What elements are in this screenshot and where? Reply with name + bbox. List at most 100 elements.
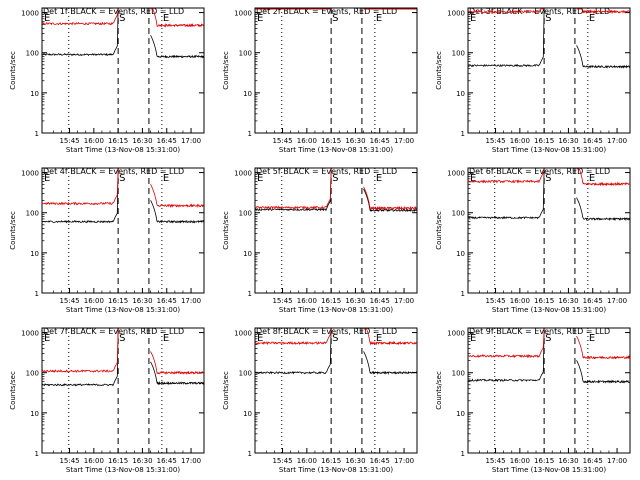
series-events-line-post [363, 351, 417, 375]
chart-panel-3: Det 3f BLACK = Events, RED = LLD11010010… [435, 7, 631, 154]
series-lld-line-post [150, 8, 205, 28]
marker-s-label: S [545, 13, 551, 24]
plot-frame [254, 7, 418, 134]
y-tick-label: 1000 [234, 170, 252, 178]
x-tick-label: 15:45 [485, 137, 505, 145]
plot-frame [467, 167, 631, 294]
x-tick-label: 15:45 [59, 297, 79, 305]
x-tick-label: 16:30 [345, 137, 365, 145]
x-tick-label: 16:30 [132, 457, 152, 465]
y-tick-label: 100 [26, 370, 39, 378]
series-events-line-post [576, 45, 630, 69]
y-tick-label: 1000 [21, 330, 39, 338]
plot-frame [254, 327, 418, 454]
y-tick-label: 1000 [21, 170, 39, 178]
x-tick-label: 17:00 [181, 297, 201, 305]
x-tick-label: 16:15 [108, 297, 128, 305]
series-lld-line-post [576, 8, 630, 15]
x-tick-label: 17:00 [607, 137, 627, 145]
marker-s-label: S [332, 333, 338, 344]
chart-title: Det 5f BLACK = Events, RED = LLD [256, 167, 397, 176]
y-tick-label: 100 [452, 210, 465, 218]
series-events-line-pre [41, 168, 119, 224]
x-tick-label: 16:30 [345, 457, 365, 465]
x-tick-label: 16:00 [297, 457, 317, 465]
chart-panel-2: Det 2f BLACK = Events, RED = LLD 1 10 100 10… [222, 7, 418, 154]
x-tick-label: 16:30 [558, 297, 578, 305]
series-lld-line-pre [467, 8, 545, 14]
series-events-line-post [150, 361, 205, 386]
y-tick-label: 10 [243, 410, 252, 418]
series-events-line-pre [467, 168, 545, 220]
x-tick-label: 16:15 [321, 297, 341, 305]
x-tick-label: 16:45 [157, 457, 177, 465]
series-lld-line-pre [41, 328, 119, 373]
x-tick-label: 16:30 [132, 137, 152, 145]
y-axis-label: Counts/sec [222, 51, 230, 90]
marker-s-label: S [332, 13, 338, 24]
y-tick-label: 1000 [447, 10, 465, 18]
x-tick-label: 17:00 [607, 297, 627, 305]
x-tick-label: 15:45 [272, 457, 292, 465]
x-tick-label: 16:45 [157, 297, 177, 305]
chart-panel-4: Det 4f BLACK = Events, RED = LLD 1 10 100 10… [9, 167, 205, 314]
marker-e-label: E [44, 173, 50, 184]
x-tick-label: 16:45 [370, 297, 390, 305]
marker-e-label: E [376, 333, 382, 344]
series-lld-line-pre [467, 328, 545, 359]
series-events-line-post [576, 197, 631, 222]
x-tick-label: 16:30 [345, 297, 365, 305]
x-tick-label: 16:15 [321, 457, 341, 465]
x-tick-label: 17:00 [181, 137, 201, 145]
marker-e-label: E [589, 333, 595, 344]
marker-e-label: E [376, 13, 382, 24]
x-tick-label: 16:15 [534, 297, 554, 305]
marker-s-label: S [545, 173, 551, 184]
chart-panel-6: Det 6f BLACK = Events, RED = LLD 1 10 100 10… [435, 167, 631, 314]
y-axis-label: Counts/sec [9, 211, 17, 250]
marker-e-label: E [257, 13, 263, 24]
x-tick-label: 17:00 [394, 137, 414, 145]
series-lld-line-pre [254, 168, 332, 210]
x-tick-label: 16:00 [510, 137, 530, 145]
series-lld-line-pre [254, 328, 332, 346]
x-tick-label: 17:00 [607, 457, 627, 465]
y-tick-label: 100 [452, 50, 465, 58]
marker-e-label: E [44, 13, 50, 24]
series-events-line-post [576, 360, 630, 384]
x-axis-label: Start Time (13-Nov-08 15:31:00) [279, 306, 393, 314]
series-lld-line-post [576, 168, 630, 187]
y-axis-label: Counts/sec [222, 211, 230, 250]
y-tick-label: 10 [30, 90, 39, 98]
x-axis-label: Start Time (13-Nov-08 15:31:00) [279, 146, 393, 154]
x-tick-label: 15:45 [485, 297, 505, 305]
x-tick-label: 17:00 [394, 457, 414, 465]
x-tick-label: 15:45 [59, 457, 79, 465]
y-tick-label: 1 [35, 130, 39, 138]
marker-s-label: S [545, 333, 551, 344]
marker-s-label: S [119, 13, 125, 24]
y-tick-label: 10 [456, 250, 465, 258]
series-events-line-post [150, 35, 205, 59]
x-axis-label: Start Time (13-Nov-08 15:31:00) [492, 306, 606, 314]
series-lld-line-post [150, 184, 204, 209]
chart-panel-8: Det 8f BLACK = Events, RED = LLD 1 10 100 10… [222, 327, 418, 474]
y-axis-label: Counts/sec [9, 51, 17, 90]
marker-e-label: E [163, 173, 169, 184]
y-tick-label: 1000 [234, 330, 252, 338]
x-tick-label: 16:15 [534, 137, 554, 145]
chart-panel-1: Det 1f BLACK = Events, RED = LLD 1 10 100 10… [9, 7, 205, 154]
y-tick-label: 100 [452, 370, 465, 378]
y-tick-label: 1 [35, 290, 39, 298]
plot-frame [41, 7, 205, 134]
x-tick-label: 15:45 [59, 137, 79, 145]
marker-e-label: E [44, 333, 50, 344]
x-tick-label: 16:45 [583, 297, 603, 305]
x-tick-label: 16:45 [370, 137, 390, 145]
y-tick-label: 10 [30, 410, 39, 418]
series-events-line-pre [467, 8, 545, 68]
chart-panel-9: Det 9f BLACK = Events, RED = LLD 1 10 100 10… [435, 327, 631, 474]
x-tick-label: 16:00 [84, 457, 104, 465]
